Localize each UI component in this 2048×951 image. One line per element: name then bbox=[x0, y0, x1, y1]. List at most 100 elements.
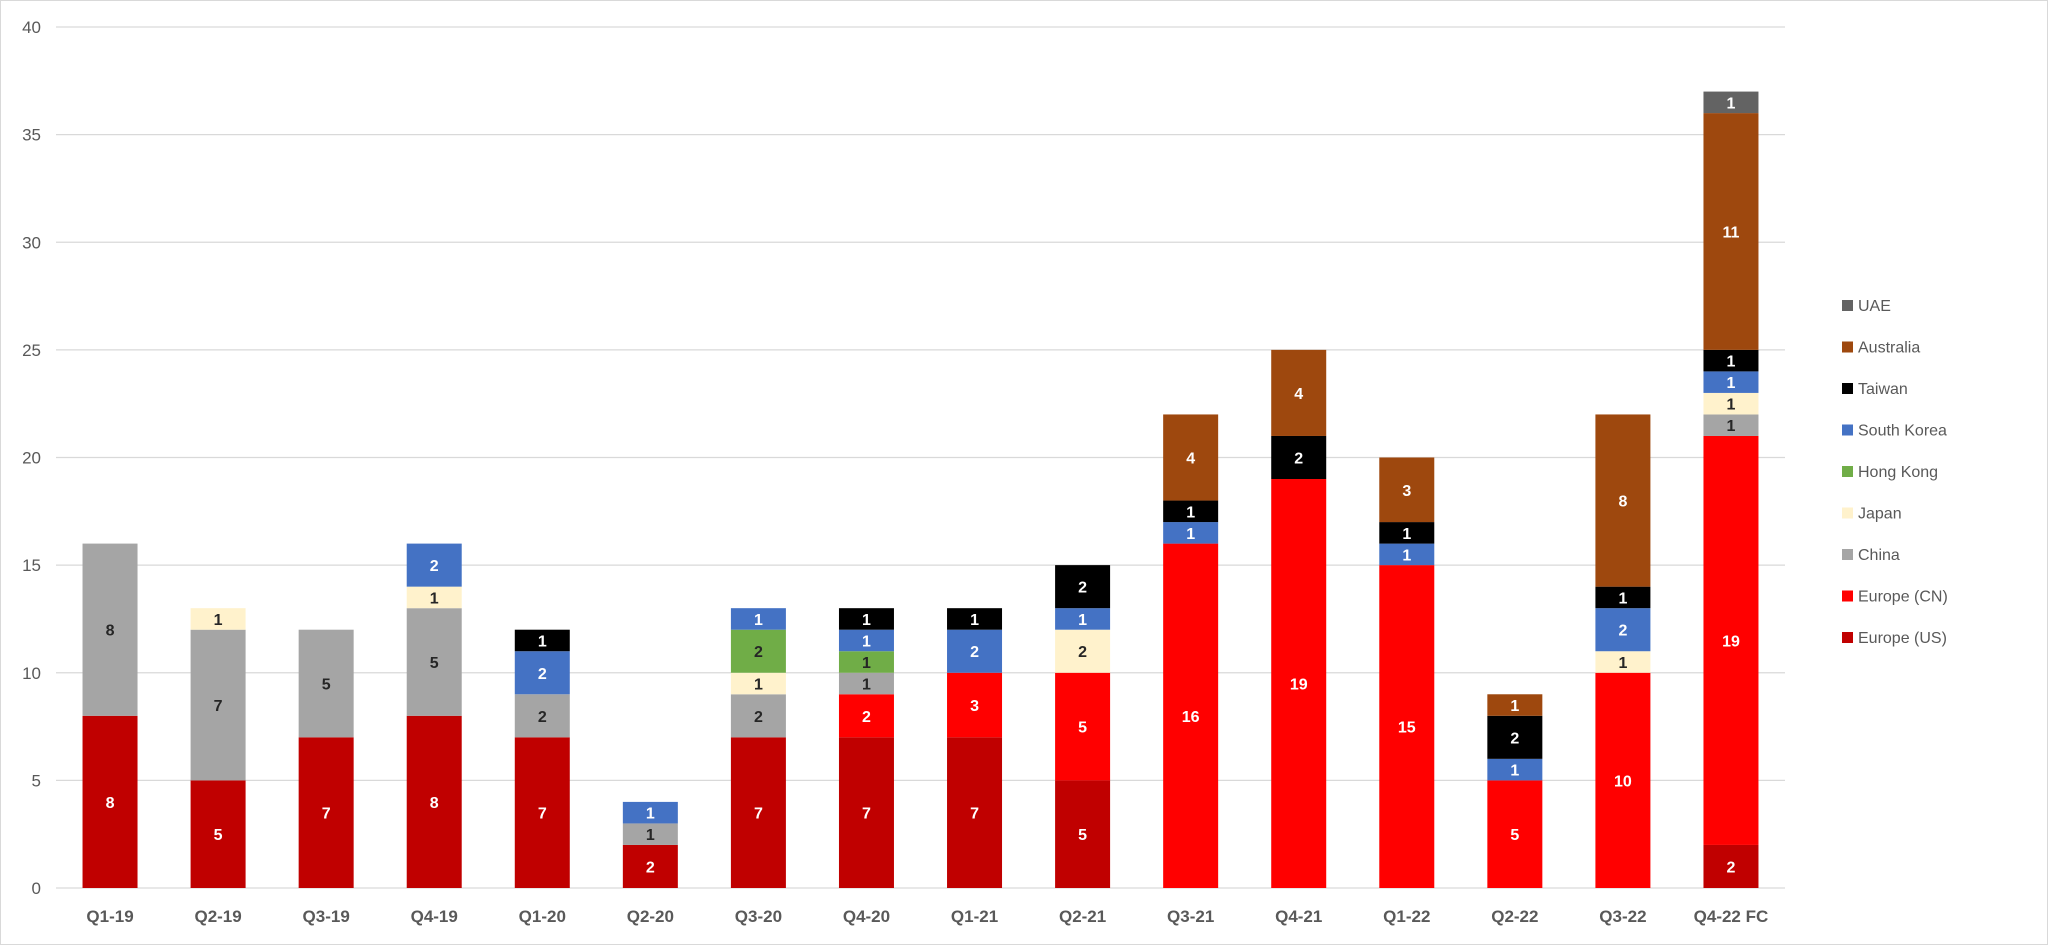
y-tick-label: 25 bbox=[22, 341, 41, 360]
bar-segment bbox=[1379, 543, 1435, 566]
bar-segment bbox=[1703, 414, 1759, 436]
data-label: 5 bbox=[322, 677, 331, 694]
x-tick-label: Q3-20 bbox=[735, 907, 782, 926]
legend-swatch bbox=[1842, 466, 1853, 477]
bar-segment bbox=[1703, 435, 1759, 845]
bar-segment bbox=[1055, 565, 1111, 609]
data-label: 1 bbox=[1618, 590, 1627, 607]
bar-stack: 2 1 1 bbox=[622, 801, 678, 888]
data-label: 2 bbox=[430, 558, 439, 575]
bar-segment bbox=[1379, 522, 1435, 544]
bar-segment bbox=[1379, 457, 1435, 523]
data-label: 2 bbox=[538, 709, 547, 726]
bar-segment bbox=[838, 608, 894, 630]
data-label: 1 bbox=[1186, 526, 1195, 543]
x-tick-label: Q3-21 bbox=[1167, 907, 1214, 926]
bar-stack: 5 1 2 1 bbox=[1487, 694, 1543, 888]
x-tick-label: Q4-22 FC bbox=[1694, 907, 1769, 926]
data-label: 4 bbox=[1186, 451, 1195, 468]
bar-segment bbox=[1271, 479, 1327, 888]
data-label: 7 bbox=[862, 806, 871, 823]
data-label: 2 bbox=[1510, 730, 1519, 747]
legend-item: Japan bbox=[1842, 506, 1902, 523]
bar-stack: 8 5 1 2 bbox=[406, 543, 462, 888]
legend-label: UAE bbox=[1858, 298, 1891, 315]
legend-item: Europe (CN) bbox=[1842, 589, 1948, 606]
legend-label: South Korea bbox=[1858, 423, 1947, 440]
bar-segment bbox=[1163, 500, 1219, 523]
data-label: 19 bbox=[1722, 633, 1740, 650]
y-tick-label: 15 bbox=[22, 556, 41, 575]
data-label: 1 bbox=[970, 612, 979, 629]
legend-swatch bbox=[1842, 590, 1853, 602]
data-label: 2 bbox=[970, 644, 979, 661]
bar-segment bbox=[1055, 629, 1111, 673]
bar-stack: 7 3 2 1 bbox=[947, 608, 1003, 888]
legend-item: Taiwan bbox=[1842, 381, 1908, 398]
data-label: 7 bbox=[754, 806, 763, 823]
data-label: 1 bbox=[1510, 698, 1519, 715]
x-tick-label: Q1-19 bbox=[86, 907, 133, 926]
bar-segment bbox=[838, 651, 894, 673]
data-label: 8 bbox=[1618, 494, 1627, 511]
data-label: 1 bbox=[1402, 547, 1411, 564]
legend-swatch bbox=[1842, 632, 1853, 643]
bar-stack: 7 2 2 1 bbox=[514, 629, 570, 888]
data-label: 7 bbox=[322, 806, 331, 823]
data-label: 1 bbox=[430, 590, 439, 607]
bar-segment bbox=[838, 737, 894, 888]
bar-segment bbox=[406, 543, 462, 587]
data-label: 15 bbox=[1398, 720, 1416, 737]
bar-segment bbox=[947, 608, 1003, 630]
legend-label: Taiwan bbox=[1858, 381, 1908, 398]
data-label: 1 bbox=[1727, 418, 1736, 435]
bar-segment bbox=[730, 737, 786, 888]
data-label: 1 bbox=[1727, 95, 1736, 112]
bar-segment bbox=[1703, 349, 1759, 372]
y-tick-label: 40 bbox=[22, 18, 41, 37]
bar-stack: 16 1 1 4 bbox=[1163, 414, 1219, 888]
data-label: 2 bbox=[1618, 623, 1627, 640]
y-tick-label: 5 bbox=[32, 771, 41, 790]
bar-stack: 15 1 1 3 bbox=[1379, 457, 1435, 888]
data-label: 2 bbox=[1727, 859, 1736, 876]
bar-stack: 88 bbox=[82, 543, 138, 888]
data-label: 1 bbox=[646, 806, 655, 823]
data-label: 2 bbox=[1078, 644, 1087, 661]
bar-stack: 5 5 2 1 2 bbox=[1055, 565, 1111, 888]
data-label: 5 bbox=[1078, 720, 1087, 737]
bar-segment bbox=[947, 672, 1003, 738]
legend-label: China bbox=[1858, 547, 1900, 564]
data-label: 1 bbox=[646, 827, 655, 844]
bar-segment bbox=[298, 629, 354, 738]
x-tick-label: Q4-20 bbox=[843, 907, 890, 926]
bar-stack: 7 2 1 2 1 bbox=[730, 608, 786, 888]
bar-segment bbox=[1703, 844, 1759, 888]
x-tick-label: Q2-20 bbox=[627, 907, 674, 926]
x-tick-label: Q3-19 bbox=[303, 907, 350, 926]
legend-item: Europe (US) bbox=[1842, 630, 1947, 647]
bar-segment bbox=[838, 672, 894, 695]
x-tick-label: Q2-19 bbox=[194, 907, 241, 926]
data-label: 5 bbox=[1510, 827, 1519, 844]
data-label: 8 bbox=[430, 795, 439, 812]
legend-label: Hong Kong bbox=[1858, 464, 1938, 481]
bar-segment bbox=[514, 737, 570, 888]
x-tick-label: Q4-21 bbox=[1275, 907, 1322, 926]
data-label: 1 bbox=[862, 655, 871, 672]
data-label: 11 bbox=[1723, 224, 1740, 241]
bar-stack: 10 1 2 1 8 bbox=[1595, 414, 1651, 888]
y-axis: 0 5 10 15 20 25 30 35 40 bbox=[22, 18, 41, 898]
x-tick-label: Q2-22 bbox=[1491, 907, 1538, 926]
bar-segment bbox=[298, 737, 354, 888]
data-label: 2 bbox=[754, 644, 763, 661]
bar-segment bbox=[1487, 780, 1543, 888]
data-label: 5 bbox=[214, 827, 223, 844]
data-label: 1 bbox=[1727, 375, 1736, 392]
legend-label: Australia bbox=[1858, 340, 1920, 357]
y-tick-label: 35 bbox=[22, 126, 41, 145]
bar-segment bbox=[1055, 672, 1111, 781]
